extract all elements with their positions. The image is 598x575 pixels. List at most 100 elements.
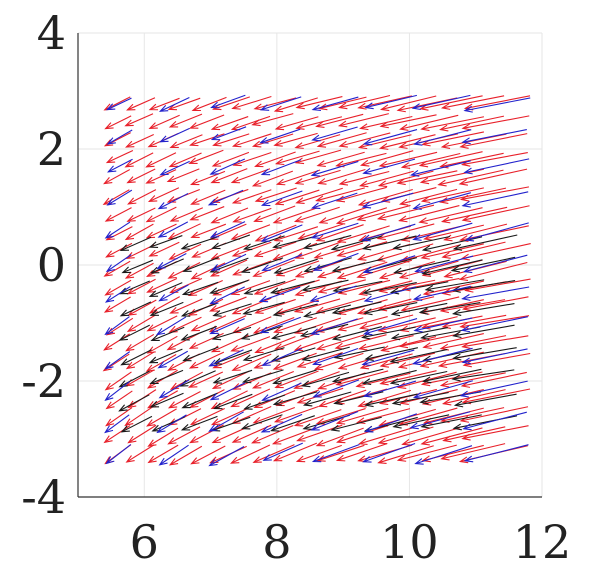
vector-arrow: [335, 186, 387, 203]
vector-arrow: [210, 168, 248, 184]
vector-arrow: [261, 382, 302, 401]
vector-arrow: [311, 443, 360, 463]
vector-arrow: [295, 444, 342, 463]
vector-arrow: [182, 346, 219, 362]
vector-arrow: [309, 285, 357, 303]
vector-arrow: [412, 285, 471, 301]
vector-arrow: [169, 134, 203, 149]
vector-arrow: [124, 152, 154, 168]
vector-arrow: [411, 347, 473, 366]
x-tick-label: 12: [513, 515, 572, 569]
vector-arrow: [147, 444, 179, 464]
vector-arrow: [168, 445, 203, 466]
vector-arrow: [393, 259, 450, 275]
vector-arrow: [413, 129, 472, 146]
vector-arrow: [118, 280, 150, 295]
vector-arrow: [302, 391, 352, 407]
vector-arrow: [459, 186, 530, 202]
vector-arrow: [315, 408, 366, 425]
vector-arrow: [252, 444, 295, 463]
vector-arrow: [273, 317, 317, 334]
vector-arrow: [390, 302, 448, 317]
vector-arrow: [335, 424, 389, 444]
vector-arrow: [398, 333, 459, 349]
vector-arrow: [420, 427, 483, 446]
vector-arrow: [145, 169, 177, 184]
vector-arrow: [210, 253, 247, 271]
vector-arrow: [209, 318, 245, 335]
vector-arrow: [424, 279, 485, 292]
vector-arrow: [362, 442, 416, 463]
vector-arrow: [260, 224, 303, 242]
vector-arrow: [148, 348, 183, 364]
axes: [77, 33, 542, 498]
vector-arrow: [125, 333, 155, 352]
vector-arrow: [273, 405, 319, 423]
y-tick-label: -4: [21, 470, 66, 524]
vector-arrow: [259, 128, 301, 144]
vector-arrow: [310, 222, 359, 239]
vector-arrow: [358, 427, 412, 445]
vector-arrow: [147, 187, 180, 202]
vector-arrow: [459, 380, 528, 398]
vector-arrow: [105, 150, 134, 164]
vector-arrow: [104, 115, 132, 130]
vector-arrow: [439, 372, 506, 388]
vector-arrow: [358, 335, 414, 351]
vector-arrow: [211, 370, 250, 389]
vector-arrow: [315, 224, 364, 242]
vector-arrow: [180, 325, 217, 341]
vector-arrow: [212, 303, 252, 317]
vector-arrow: [104, 316, 130, 336]
vector-arrow: [364, 413, 418, 433]
vector-arrow: [302, 234, 352, 250]
vector-arrow: [463, 444, 529, 463]
vector-arrow: [316, 444, 365, 462]
vector-arrow: [260, 190, 303, 207]
vector-arrow: [421, 236, 483, 252]
vector-arrow: [362, 129, 418, 146]
vector-arrow: [209, 286, 245, 305]
vector-arrow: [294, 134, 341, 149]
vector-arrow: [401, 427, 460, 446]
vector-arrow: [331, 326, 382, 341]
vector-arrow: [104, 371, 132, 391]
vector-arrow: [272, 442, 318, 462]
vector-arrow: [333, 391, 384, 406]
vector-arrow: [149, 301, 184, 316]
vector-arrow: [418, 207, 483, 224]
vector-arrow: [254, 336, 296, 353]
vector-arrow: [409, 411, 471, 430]
vector-arrow: [231, 96, 272, 110]
vector-arrow: [230, 168, 271, 184]
x-tick-label: 10: [380, 515, 439, 569]
vector-arrow: [273, 97, 318, 113]
vector-arrow: [301, 346, 350, 362]
vector-arrow: [310, 318, 358, 336]
vector-arrow: [439, 152, 504, 169]
vector-arrow: [439, 335, 507, 351]
vector-arrow: [461, 205, 530, 223]
vector-arrow: [148, 114, 180, 129]
vector-arrow: [464, 222, 529, 242]
vector-arrow: [312, 379, 360, 398]
vector-arrow: [463, 158, 530, 175]
vector-arrow: [414, 255, 474, 274]
vector-arrow: [301, 279, 349, 292]
vector-arrow: [155, 316, 187, 336]
vector-arrow: [317, 279, 366, 294]
vector-arrow: [189, 424, 224, 444]
vector-arrow: [158, 96, 190, 112]
vector-arrow: [242, 301, 285, 316]
vector-arrow: [357, 134, 412, 150]
vector-arrow: [105, 226, 133, 241]
vector-arrow: [158, 444, 189, 466]
vector-arrow: [271, 427, 317, 445]
vector-arrow: [419, 168, 485, 185]
vector-arrow: [243, 394, 286, 410]
vector-arrow: [452, 324, 515, 339]
vector-arrow: [361, 369, 417, 386]
vector-arrow: [243, 281, 286, 295]
vector-arrow: [149, 392, 184, 408]
vector-arrow: [356, 204, 411, 222]
